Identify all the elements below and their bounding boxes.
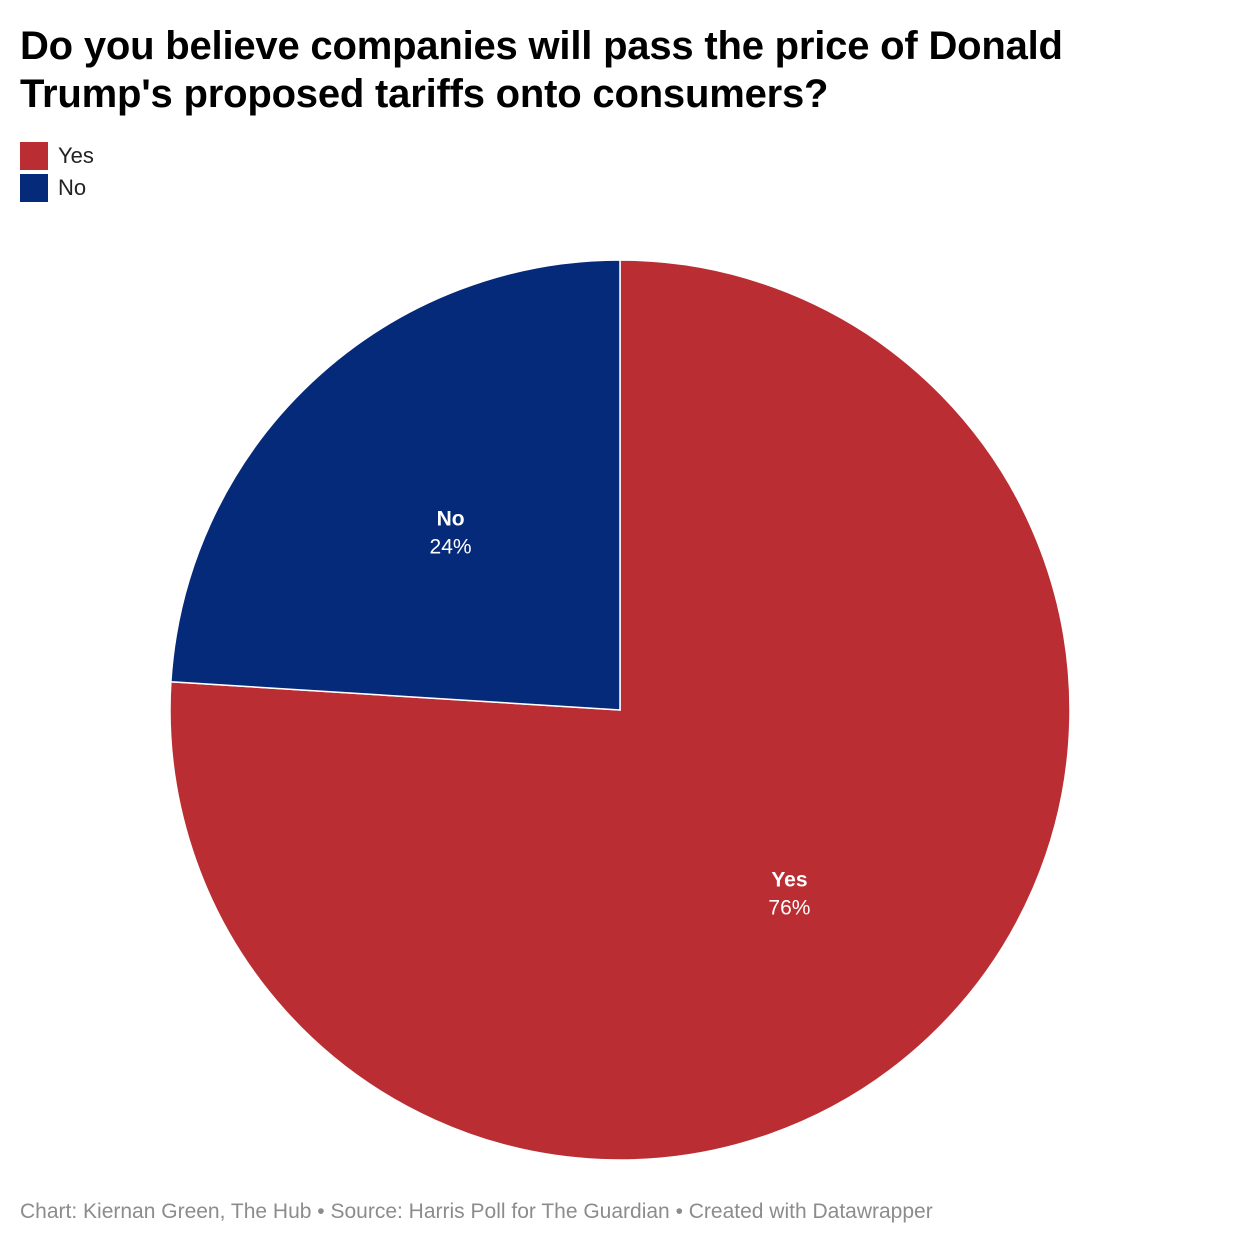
legend-swatch-no bbox=[20, 174, 48, 202]
slice-label-yes: Yes bbox=[771, 868, 807, 891]
legend-label-yes: Yes bbox=[58, 143, 94, 168]
legend-item-no: No bbox=[20, 172, 94, 204]
footer-separator: • bbox=[311, 1200, 331, 1223]
legend-swatch-yes bbox=[20, 142, 48, 170]
legend-label-no: No bbox=[58, 175, 87, 200]
pie-slice-no bbox=[170, 259, 621, 711]
legend: Yes No bbox=[20, 140, 94, 204]
pie-labels: Yes 76% No 24% bbox=[430, 508, 811, 920]
footer-tool: Created with Datawrapper bbox=[688, 1200, 933, 1223]
slice-label-no: No bbox=[437, 508, 465, 531]
slice-value-yes: 76% bbox=[768, 896, 810, 919]
footer-source: Source: Harris Poll for The Guardian bbox=[330, 1200, 670, 1223]
footer-separator: • bbox=[669, 1200, 689, 1223]
slice-value-no: 24% bbox=[430, 536, 472, 559]
chart-title: Do you believe companies will pass the p… bbox=[20, 24, 1063, 116]
legend-item-yes: Yes bbox=[20, 140, 94, 172]
footer-credits: Chart: Kiernan Green, The Hub • Source: … bbox=[20, 1200, 933, 1224]
pie-slices bbox=[169, 259, 1071, 1161]
footer-credit: Chart: Kiernan Green, The Hub bbox=[20, 1200, 312, 1223]
